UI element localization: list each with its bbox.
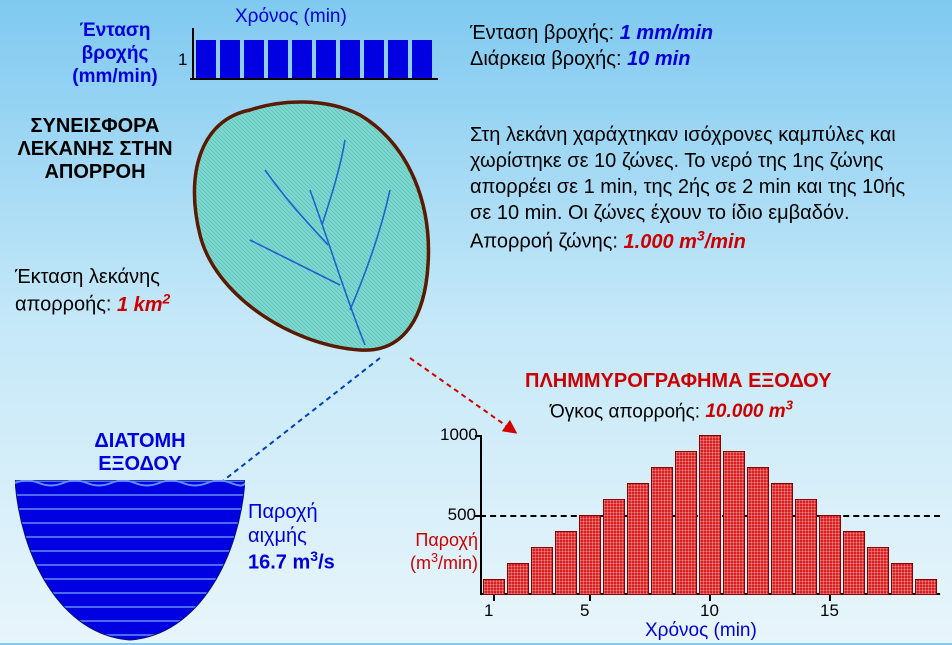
hydro-bar bbox=[531, 547, 553, 595]
outlet-cross-section bbox=[15, 480, 245, 645]
hydro-y-tick: 1000 bbox=[440, 425, 476, 445]
rain-duration-value: 10 min bbox=[627, 48, 690, 70]
hydro-bar bbox=[579, 515, 601, 595]
basin-area-value: 1 km2 bbox=[117, 294, 170, 316]
hydro-bar bbox=[891, 563, 913, 595]
peak-flow-label1: Παροχή bbox=[248, 500, 398, 524]
hydro-x-tick: 10 bbox=[700, 601, 730, 621]
hydro-bar bbox=[771, 483, 793, 595]
hydro-subtitle-value: 10.000 m3 bbox=[705, 401, 793, 422]
peak-flow-text: Παροχή αιχμής 16.7 m3/s bbox=[248, 500, 398, 575]
rain-bar bbox=[316, 40, 336, 80]
rain-x-axis bbox=[190, 78, 438, 80]
hydro-subtitle-label: Όγκος απορροής: bbox=[550, 401, 705, 422]
rain-bar bbox=[364, 40, 384, 80]
rain-bar bbox=[268, 40, 288, 80]
rain-time-axis-label: Χρόνος (min) bbox=[235, 6, 347, 28]
rain-bar bbox=[292, 40, 312, 80]
hydrograph-subtitle: Όγκος απορροής: 10.000 m3 bbox=[550, 398, 793, 423]
rain-bar bbox=[412, 40, 432, 80]
hydrograph-x-label: Χρόνος (min) bbox=[645, 620, 757, 642]
hydro-bar bbox=[507, 563, 529, 595]
basin-area-text: Έκταση λεκάνης απορροής: 1 km2 bbox=[15, 265, 195, 318]
hydro-bar bbox=[651, 467, 673, 595]
rain-intensity-value: 1 mm/min bbox=[620, 22, 713, 44]
hydro-bar bbox=[867, 547, 889, 595]
rain-bar bbox=[196, 40, 216, 80]
hydro-y-tick: 500 bbox=[440, 505, 476, 525]
hydro-bar bbox=[747, 467, 769, 595]
contribution-title: ΣΥΝΕΙΣΦΟΡΑ ΛΕΚΑΝΗΣ ΣΤΗΝ ΑΠΟΡΡΟΗ bbox=[10, 115, 180, 184]
rain-bar-chart bbox=[193, 32, 433, 80]
hydro-bar bbox=[819, 515, 841, 595]
hydrograph-chart: 5001000151015 bbox=[440, 425, 940, 635]
hydro-bar bbox=[723, 451, 745, 595]
hydro-x-tick: 1 bbox=[484, 601, 514, 621]
hydro-bar bbox=[915, 579, 937, 595]
hydrograph-title: ΠΛΗΜΜΥΡΟΓΡΑΦΗΜΑ ΕΞΟΔΟΥ bbox=[525, 370, 832, 393]
outlet-section-title: ΔΙΑΤΟΜΗ ΕΞΟΔΟΥ bbox=[70, 430, 210, 476]
basin-desc-runoff-value: 1.000 m3/min bbox=[624, 231, 746, 253]
hydro-x-tickmark bbox=[709, 595, 711, 601]
peak-flow-label2: αιχμής bbox=[248, 524, 398, 548]
rain-intensity-axis-label: Ένταση βροχής (mm/min) bbox=[55, 20, 175, 88]
hydro-x-tickmark bbox=[589, 595, 591, 601]
hydro-x-tickmark bbox=[829, 595, 831, 601]
hydro-bar bbox=[483, 579, 505, 595]
rain-intensity-label2: Ένταση βροχής: bbox=[470, 22, 620, 44]
hydro-y-tickmark bbox=[475, 435, 480, 437]
hydro-bar bbox=[603, 499, 625, 595]
rain-y-tick-1: 1 bbox=[178, 50, 187, 70]
hydro-bar bbox=[675, 451, 697, 595]
rain-bar bbox=[220, 40, 240, 80]
basin-shape bbox=[180, 95, 440, 365]
rain-duration-label: Διάρκεια βροχής: bbox=[470, 48, 627, 70]
hydro-bar bbox=[795, 499, 817, 595]
rain-parameters: Ένταση βροχής: 1 mm/min Διάρκεια βροχής:… bbox=[470, 20, 713, 72]
hydro-bar bbox=[699, 435, 721, 595]
rain-bar bbox=[388, 40, 408, 80]
basin-desc-text: Στη λεκάνη χαράχτηκαν ισόχρονες καμπύλες… bbox=[470, 124, 905, 224]
hydro-bar bbox=[843, 531, 865, 595]
rain-bar bbox=[244, 40, 264, 80]
hydro-bar bbox=[555, 531, 577, 595]
basin-desc-runoff-label: Απορροή ζώνης: bbox=[470, 231, 624, 253]
hydro-x-tick: 15 bbox=[820, 601, 850, 621]
hydro-x-tick: 5 bbox=[580, 601, 610, 621]
hydro-y-tickmark bbox=[475, 515, 480, 517]
rain-bar bbox=[340, 40, 360, 80]
peak-flow-value: 16.7 m3/s bbox=[248, 548, 398, 575]
basin-description: Στη λεκάνη χαράχτηκαν ισόχρονες καμπύλες… bbox=[470, 122, 930, 255]
hydro-bar bbox=[627, 483, 649, 595]
hydro-x-tickmark bbox=[493, 595, 495, 601]
rain-y-axis bbox=[192, 28, 194, 80]
